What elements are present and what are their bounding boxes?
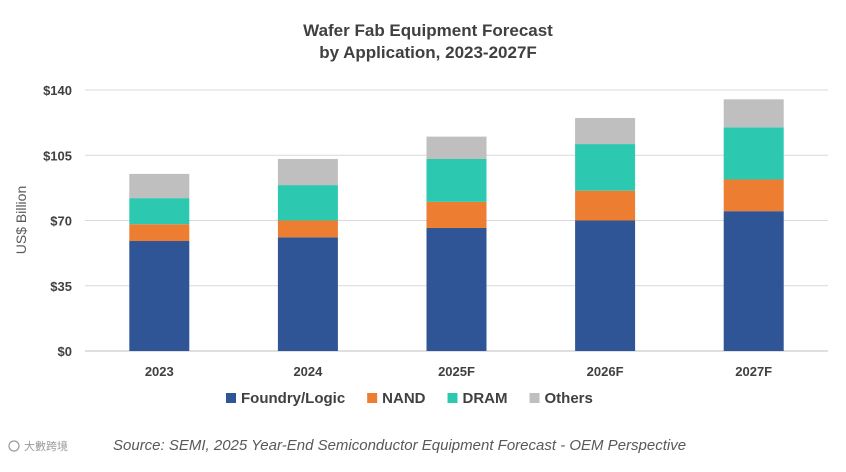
y-tick-label: $105 [43,148,72,163]
x-tick-label: 2024 [293,364,323,379]
bar-dram-2024 [277,185,338,221]
watermark-text: 大數跨境 [24,439,68,453]
bar-others-2027f [723,99,784,128]
bars [129,99,784,351]
watermark-logo-icon [8,440,20,452]
bar-dram-2027f [723,127,784,180]
legend: Foundry/Logic NAND DRAM Others [226,390,593,407]
watermark: 大數跨境 [8,439,68,453]
y-tick-label: $70 [50,214,72,229]
y-axis-ticks: $0 $35 $70 $105 $140 [43,83,72,359]
legend-swatch [529,393,540,403]
legend-label: Others [545,390,593,407]
bar-nand-2026f [575,190,636,221]
bar-dram-2025f [426,158,487,202]
chart-title-line1: Wafer Fab Equipment Forecast [303,21,553,40]
y-axis-label: US$ Billion [13,186,29,254]
bar-nand-2023 [129,224,190,242]
bar-foundry-logic-2027f [723,211,784,351]
bar-others-2026f [575,117,636,145]
bar-nand-2024 [277,220,338,238]
x-tick-label: 2027F [735,364,772,379]
x-tick-label: 2026F [587,364,624,379]
legend-swatch [226,393,236,403]
bar-nand-2027f [723,179,784,212]
bar-dram-2026f [575,144,636,191]
y-tick-label: $140 [43,83,72,98]
legend-label: Foundry/Logic [241,390,345,407]
bar-foundry-logic-2025f [426,227,487,351]
bar-nand-2025f [426,201,487,228]
bar-foundry-logic-2023 [129,241,190,351]
bar-others-2025f [426,136,487,159]
x-tick-label: 2025F [438,364,475,379]
x-tick-label: 2023 [145,364,174,379]
bar-others-2023 [129,173,190,199]
source-note: Source: SEMI, 2025 Year-End Semiconducto… [113,437,686,454]
y-tick-label: $35 [50,279,72,294]
legend-label: NAND [382,390,425,407]
x-axis-ticks: 2023 2024 2025F 2026F 2027F [145,364,772,379]
bar-foundry-logic-2026f [575,220,636,351]
legend-swatch [447,393,458,403]
legend-label: DRAM [463,390,508,407]
bar-dram-2023 [129,198,190,225]
bar-others-2024 [277,158,338,186]
chart-title-line2: by Application, 2023-2027F [319,43,537,62]
bar-foundry-logic-2024 [277,237,338,351]
legend-swatch [367,393,378,403]
y-tick-label: $0 [58,344,72,359]
